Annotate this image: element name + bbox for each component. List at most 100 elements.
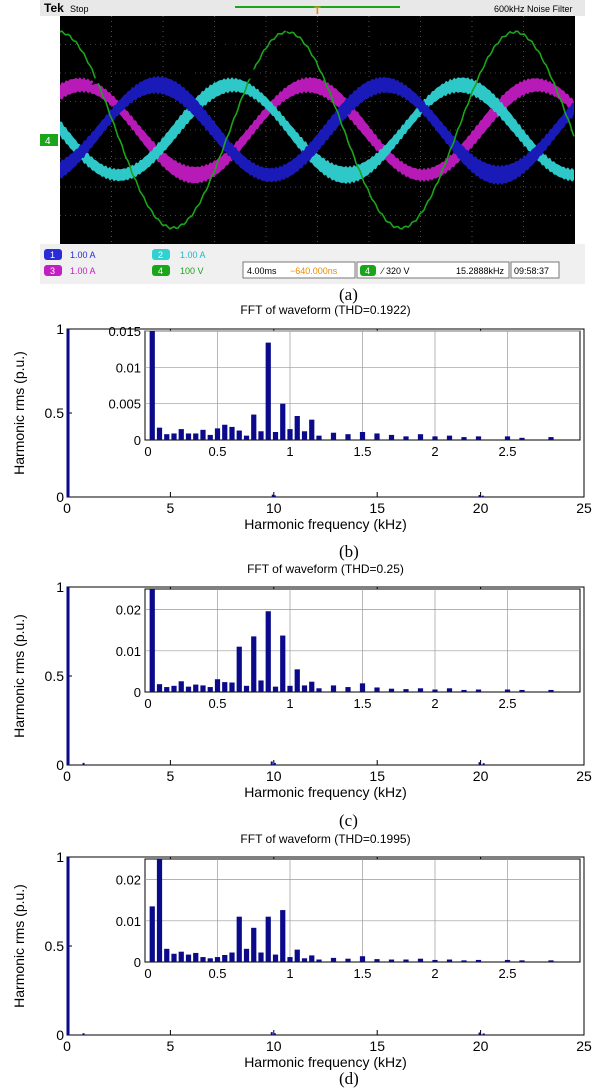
inset-x-tick-label: 2 [431,966,438,981]
inset-bar [330,432,337,440]
inset-bar [280,910,286,962]
inset-bar [251,927,257,962]
x-tick-label: 20 [473,500,489,516]
bar [273,762,276,765]
caption-c: (c) [339,811,358,830]
inset-bar [149,331,155,440]
inset-bar [446,959,453,962]
inset-bar [193,952,199,962]
bar [66,329,70,497]
inset-bar [229,426,235,440]
bar [82,762,85,765]
timebase-box [242,261,356,279]
inset-x-tick-label: 2.5 [498,966,516,981]
inset-bar [417,958,424,962]
inset-bar [243,435,250,440]
inset-bar [345,434,351,440]
inset-bar [294,416,300,440]
bar [271,494,274,497]
inset-bar [185,433,192,440]
inset-bar [171,433,177,440]
inset-bar [519,437,525,440]
wave-label-icg-main: i [282,25,289,51]
wave-label-ibg: ibg [218,25,240,54]
inset-bar [164,948,170,962]
wave-label-vag: vag [398,27,424,56]
inset-bar [222,954,228,962]
inset-bar [149,589,155,692]
wave-label-iag-sub: ag [148,40,164,56]
inset-bar [504,959,511,962]
x-tick-label: 0 [63,1038,71,1054]
inset-bar [200,685,206,692]
inset-bar [251,636,257,692]
trigger-level: ⁄ 320 V [380,266,410,276]
x-tick-label: 10 [266,500,282,516]
channel-4-number: 4 [158,266,163,276]
arrow-icg-head [243,66,260,80]
inset-bar [548,960,554,962]
inset-x-tick-label: 1.5 [353,696,371,711]
inset-bar [287,685,293,692]
bar [273,1033,276,1035]
inset-bar [280,403,286,440]
wave-label-icg-sub: cg [289,38,304,54]
x-tick-label: 15 [369,1038,385,1054]
channel-4-scale: 100 V [180,266,204,276]
inset-bar [200,957,206,962]
inset-bar [548,689,554,692]
inset-bar [309,955,315,962]
x-tick-label: 5 [167,500,175,516]
inset-y-tick-label: 0.02 [116,603,141,618]
inset-bar [309,419,315,440]
wave-label-vag-sub: ag [409,40,425,56]
inset-bar [164,687,170,692]
inset-bar [432,689,438,692]
y-tick-label: 1 [56,579,64,595]
inset-bar [403,436,409,440]
bar [478,494,481,497]
y-tick-label: 0.5 [45,938,65,954]
y-tick-label: 0.5 [45,405,65,421]
inset-bar [461,689,467,692]
inset-bar [229,952,235,962]
inset-bar [316,959,322,962]
caption-d: (d) [339,1069,359,1088]
inset-bar [236,916,242,962]
inset-bar [214,679,221,692]
inset-bar [294,669,300,692]
y-tick-label: 0 [56,489,64,505]
inset-bar [265,611,271,692]
trigger-channel-box [360,265,376,276]
inset-bar [214,428,221,440]
channel-1-readout: 1 1.00 A [44,249,96,260]
wave-label-iag: iag [141,27,163,56]
inset-x-tick-label: 0.5 [208,444,226,459]
scope-clock: 09:58:37 [514,266,549,276]
bar [270,1032,273,1035]
inset-bar [272,954,279,962]
x-tick-label: 25 [576,1038,592,1054]
arrow-iag [97,50,137,82]
inset-bar [236,646,242,692]
scope-waveforms [59,29,575,230]
inset-y-tick-label: 0 [134,955,141,970]
y-tick-label: 1 [56,321,64,337]
inset-bar [432,959,438,962]
inset-plot: 0.5 1 1.5 2 2.5 00 0.005 0.01 0.015 [108,324,581,459]
inset-bar [359,956,366,962]
y-axis-label: Harmonic rms (p.u.) [11,614,27,738]
inset-x-tick-label: 2.5 [498,444,516,459]
oscilloscope-panel: Tek Stop T 600kHz Noise Filter 4 iag ibg… [40,0,585,284]
inset-bar [330,957,337,962]
inset-bar [251,414,257,440]
inset-bar [475,689,482,692]
inset-bar [280,635,286,692]
channel-3-scale: 1.00 A [70,266,96,276]
svg-text:ibg: ibg [218,25,240,54]
inset-bar [156,859,163,962]
inset-bar [388,959,395,962]
x-axis-label: Harmonic frequency (kHz) [244,784,407,800]
channel-1-scale: 1.00 A [70,250,96,260]
bar [270,761,273,765]
